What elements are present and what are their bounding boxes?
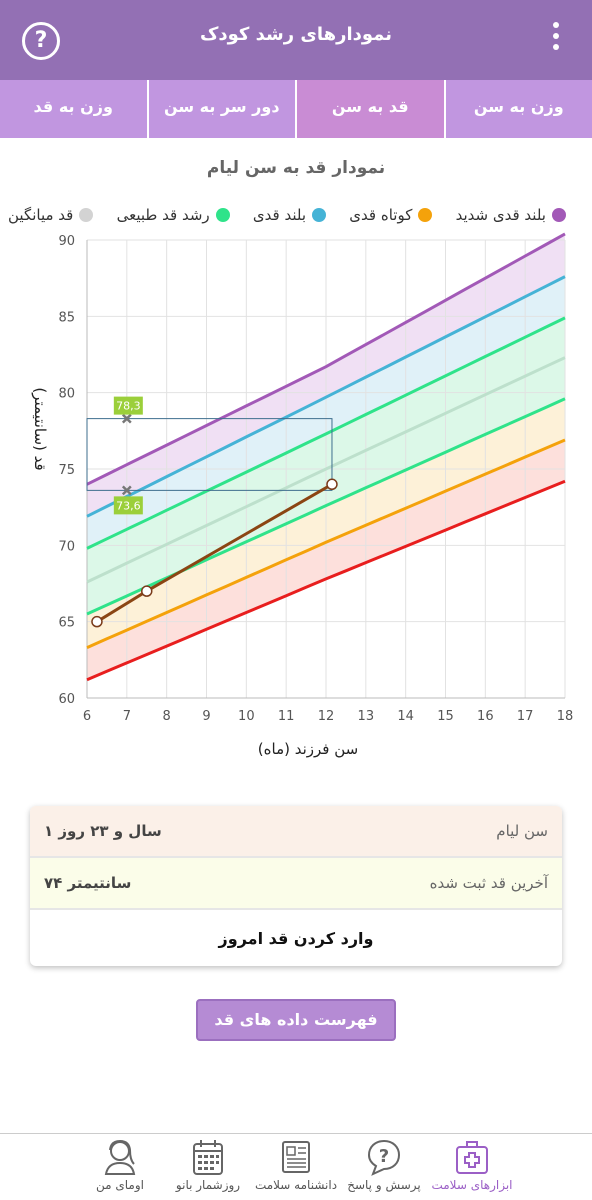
last-height-label: آخرین قد ثبت شده: [429, 874, 548, 892]
x-tick-label: 9: [202, 709, 210, 724]
y-tick-label: 75: [58, 463, 75, 478]
x-tick-label: 14: [397, 709, 414, 724]
last-height-value: ۷۴ سانتیمتر: [44, 874, 132, 892]
y-tick-label: 60: [58, 692, 75, 707]
x-mark: [121, 485, 132, 496]
tab-weight-for-age[interactable]: وزن به سن: [443, 80, 592, 138]
tab-weight-for-height[interactable]: وزن به قد: [33, 97, 113, 116]
nav-label: ابزارهای سلامت: [431, 1178, 513, 1192]
bottom-navigation: اومای من روزشمار بانو دانشنامه سلامت: [0, 1133, 592, 1200]
nav-label: روزشمار بانو: [175, 1178, 241, 1192]
range-box: [86, 418, 333, 491]
legend-dot: [215, 208, 230, 222]
first-aid-kit-icon: [456, 1141, 488, 1174]
age-row: ۱ سال و ۲۳ روز سن لیام: [30, 806, 562, 858]
legend-dot: [551, 208, 566, 222]
percentile-curve: [86, 356, 566, 584]
nav-label: دانشنامه سلامت: [254, 1178, 338, 1192]
x-tick-label: 15: [437, 709, 454, 724]
x-tick-label: 16: [477, 709, 494, 724]
overflow-menu-icon[interactable]: [548, 22, 564, 60]
user-icon: [104, 1139, 136, 1175]
tab-height-for-age[interactable]: قد به سن: [295, 80, 444, 138]
legend-dot: [312, 208, 327, 222]
value-badge: [113, 496, 143, 515]
value-badge: [113, 396, 143, 415]
child-height-point: [91, 615, 103, 628]
age-label: سن لیام: [496, 822, 548, 840]
range-marker: 78,3: [113, 396, 143, 424]
child-height-point: [326, 478, 338, 491]
legend-dot: [418, 208, 433, 222]
value-badge-label: 78,3: [116, 400, 141, 413]
book-icon: [282, 1141, 310, 1173]
x-mark: [121, 413, 132, 424]
svg-text:?: ?: [379, 1146, 389, 1167]
x-tick-label: 7: [123, 709, 131, 724]
legend-item: کوتاه قدی: [349, 204, 433, 226]
nav-my-profile[interactable]: اومای من: [76, 1134, 164, 1200]
y-axis-title: قد (سانتیمتر): [31, 387, 49, 470]
x-tick-label: 8: [163, 709, 171, 724]
x-tick-label: 6: [83, 709, 91, 724]
tab-head-circumference-for-age[interactable]: دور سر به سن: [146, 80, 296, 138]
tab-bar: وزن به قد دور سر به سن قد به سن وزن به س…: [0, 80, 592, 138]
percentile-curve: [86, 232, 566, 486]
nav-label: اومای من: [96, 1178, 144, 1192]
x-tick-label: 17: [517, 709, 534, 724]
percentile-curve: [86, 479, 566, 682]
x-tick-label: 18: [557, 709, 574, 724]
help-button[interactable]: ?: [22, 22, 60, 60]
age-value: ۱ سال و ۲۳ روز: [44, 822, 162, 840]
question-bubble-icon: ?: [367, 1139, 401, 1176]
calendar-icon: [193, 1140, 223, 1175]
nav-questions-answers[interactable]: ? پرسش و پاسخ: [340, 1134, 428, 1200]
app-bar: ? نمودارهای رشد کودک: [0, 0, 592, 80]
chart-title: نمودار قد به سن لیام: [206, 158, 386, 178]
legend-item: رشد قد طبیعی: [117, 204, 230, 226]
legend-item: قد میانگین: [8, 204, 94, 226]
nav-label: پرسش و پاسخ: [347, 1178, 421, 1192]
y-tick-label: 85: [58, 310, 75, 325]
nav-calendar[interactable]: روزشمار بانو: [164, 1134, 252, 1200]
x-axis-title: سن فرزند (ماه): [258, 740, 358, 758]
legend-item: بلند قدی شدید: [456, 204, 566, 226]
legend-label: رشد قد طبیعی: [116, 206, 210, 224]
summary-card: ۱ سال و ۲۳ روز سن لیام ۷۴ سانتیمتر آخرین…: [30, 806, 562, 966]
enter-height-button[interactable]: وارد کردن قد امروز: [218, 928, 374, 948]
nav-health-tools[interactable]: ابزارهای سلامت: [428, 1134, 516, 1200]
chart-legend: بلند قدی شدید کوتاه قدی بلند قدی رشد قد …: [8, 204, 566, 226]
legend-label: بلند قدی: [252, 206, 307, 224]
x-tick-label: 10: [238, 709, 255, 724]
x-tick-label: 11: [278, 709, 295, 724]
percentile-curve: [86, 275, 566, 518]
legend-dot: [79, 208, 94, 222]
page-title: نمودارهای رشد کودک: [199, 24, 393, 45]
x-tick-label: 12: [318, 709, 335, 724]
y-tick-label: 90: [58, 234, 75, 249]
x-tick-label: 13: [358, 709, 375, 724]
last-height-row: ۷۴ سانتیمتر آخرین قد ثبت شده: [30, 858, 562, 910]
percentile-curve: [86, 438, 566, 649]
nav-health-encyclopedia[interactable]: دانشنامه سلامت: [252, 1134, 340, 1200]
height-for-age-chart: 6 7 8 9 10 11 12 13 14 15 16 17 18 60 65 70 75 80 85 90 78,3…: [31, 232, 574, 758]
height-list-button[interactable]: فهرست داده های قد لیام: [196, 999, 396, 1067]
y-tick-label: 70: [58, 539, 75, 554]
value-badge-label: 73,6: [116, 499, 141, 512]
legend-label: کوتاه قدی: [349, 206, 413, 224]
y-tick-label: 80: [58, 387, 75, 402]
legend-item: بلند قدی: [252, 204, 327, 226]
y-tick-label: 65: [58, 616, 75, 631]
percentile-curve: [86, 316, 566, 550]
legend-label: بلند قدی شدید: [455, 206, 546, 224]
legend-label: قد میانگین: [8, 206, 74, 224]
range-marker: 73,6: [113, 485, 143, 515]
child-height-point: [141, 585, 153, 597]
